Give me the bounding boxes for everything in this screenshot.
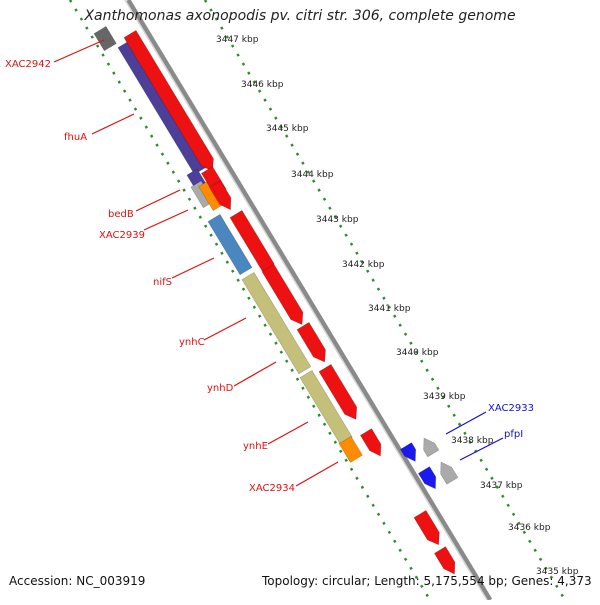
kbp-tick-label: 3441 kbp (368, 304, 411, 314)
genome-backbone (125, 0, 493, 602)
gene-arrow-9[interactable] (413, 509, 440, 546)
kbp-tick-label: 3445 kbp (266, 124, 309, 134)
gene-label-ynhC[interactable]: ynhC (179, 337, 205, 348)
gene-label-XAC2933[interactable]: XAC2933 (488, 403, 534, 414)
gene-arrow-3[interactable] (208, 180, 232, 211)
kbp-tick-label: 3446 kbp (241, 80, 284, 90)
kbp-tick-label: 3437 kbp (480, 481, 523, 491)
gene-label-ynhD[interactable]: ynhD (207, 383, 234, 394)
gene-label-XAC2942[interactable]: XAC2942 (5, 59, 51, 70)
gene-arrow-8[interactable] (359, 428, 382, 457)
gene-arrow-1[interactable] (123, 29, 214, 172)
kbp-tick-label: 3438 kbp (451, 436, 494, 446)
inner-ruler (68, 0, 432, 601)
gene-arrow-5[interactable] (261, 263, 304, 325)
kbp-tick-label: 3442 kbp (342, 260, 385, 270)
gene-label-nifS[interactable]: nifS (153, 277, 172, 288)
gene-nifS[interactable] (207, 213, 253, 276)
gene-label-bedB[interactable]: bedB (108, 209, 134, 220)
kbp-tick-label: 3435 kbp (536, 567, 579, 577)
outer-ruler (203, 0, 567, 601)
genome-backbone-highlight (124, 0, 488, 601)
gene-leader-line (445, 411, 487, 435)
gene-leader-line (135, 189, 181, 212)
gene-label-ynhE[interactable]: ynhE (243, 441, 268, 452)
gene-ynhC[interactable] (241, 271, 312, 375)
gene-pfpI-arrow[interactable] (417, 466, 437, 490)
gene-arrow-7[interactable] (318, 363, 358, 420)
gene-leader-line (171, 257, 215, 279)
gene-label-fhuA[interactable]: fhuA (64, 132, 87, 143)
gene-pfpI[interactable] (440, 461, 459, 485)
kbp-tick-label: 3447 kbp (216, 35, 259, 45)
gene-label-pfpI[interactable]: pfpI (504, 429, 523, 440)
gene-leader-line (53, 39, 105, 63)
gene-leader-line (459, 437, 504, 461)
gene-leader-line (91, 113, 135, 135)
gene-XAC2933[interactable] (423, 437, 440, 458)
gene-leader-line (267, 421, 309, 445)
accession-label: Accession: NC_003919 (9, 574, 146, 588)
genome-title: Xanthomonas axonopodis pv. citri str. 30… (84, 8, 516, 24)
kbp-tick-label: 3444 kbp (291, 170, 334, 180)
gene-leader-line (143, 209, 189, 231)
gene-label-XAC2939[interactable]: XAC2939 (99, 230, 145, 241)
gene-XAC2934[interactable] (338, 435, 363, 463)
gene-leader-line (203, 317, 247, 341)
kbp-tick-label: 3439 kbp (423, 392, 466, 402)
gene-leader-line (233, 361, 277, 387)
gene-arrow-10[interactable] (433, 546, 456, 575)
gene-leader-line (295, 461, 339, 487)
gene-XAC2942[interactable] (93, 25, 117, 52)
kbp-tick-label: 3443 kbp (316, 215, 359, 225)
genome-summary: Topology: circular; Length: 5,175,554 bp… (262, 574, 592, 588)
gene-label-XAC2934[interactable]: XAC2934 (249, 483, 295, 494)
kbp-tick-label: 3436 kbp (508, 523, 551, 533)
gene-arrow-6[interactable] (296, 321, 326, 363)
gene-XAC2933-arrow[interactable] (399, 442, 417, 462)
kbp-tick-label: 3440 kbp (396, 348, 439, 358)
